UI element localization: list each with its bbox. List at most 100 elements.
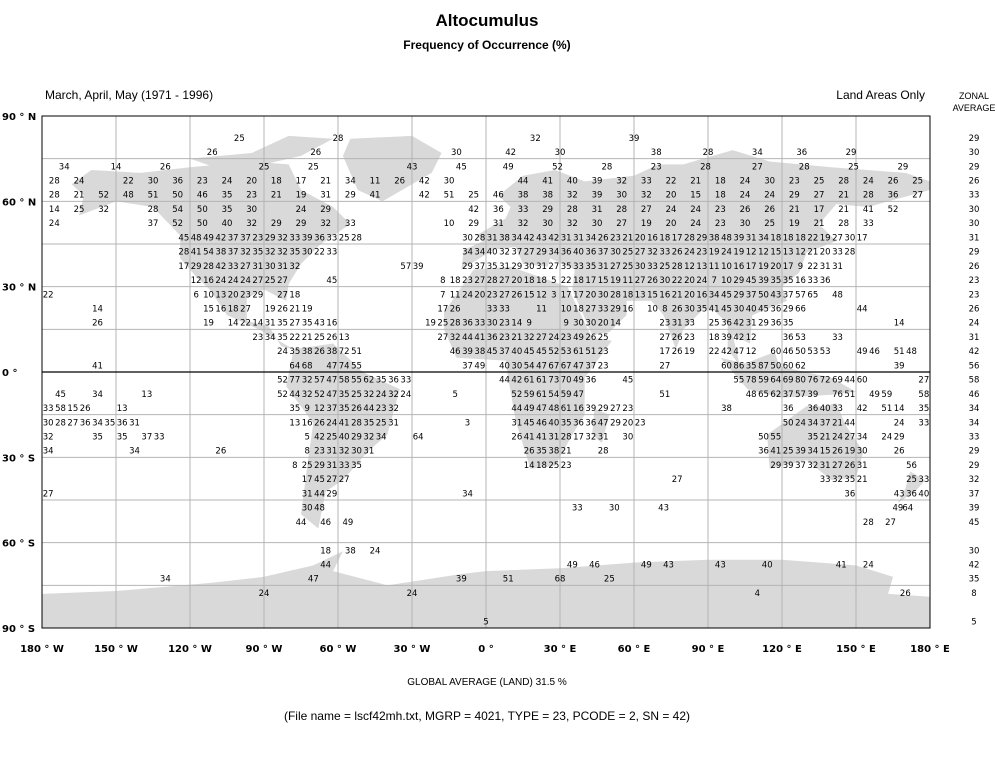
- cell-value: 70: [561, 376, 572, 386]
- cell-value: 27: [672, 475, 683, 485]
- cell-value: 49: [503, 162, 514, 172]
- cell-value: 39: [592, 177, 603, 187]
- cell-value: 32: [450, 333, 461, 343]
- cell-value: 20: [246, 177, 257, 187]
- cell-value: 57: [795, 390, 806, 400]
- cell-value: 87: [758, 361, 769, 371]
- cell-value: 34: [758, 233, 769, 243]
- cell-value: 11: [622, 276, 633, 286]
- cell-value: 36: [820, 276, 831, 286]
- cell-value: 45: [536, 347, 547, 357]
- zonal-average-value: 46: [969, 390, 980, 400]
- cell-value: 29: [789, 191, 800, 201]
- cell-value: 18: [622, 290, 633, 300]
- cell-value: 50: [783, 418, 794, 428]
- cell-value: 16: [326, 319, 337, 329]
- cell-value: 33: [228, 262, 239, 272]
- cell-value: 26: [277, 305, 288, 315]
- cell-value: 61: [524, 376, 535, 386]
- cell-value: 45: [758, 305, 769, 315]
- zonal-average-value: 37: [969, 489, 980, 499]
- cell-value: 23: [635, 418, 646, 428]
- cell-value: 30: [511, 361, 522, 371]
- cell-value: 73: [548, 376, 559, 386]
- cell-value: 45: [721, 305, 732, 315]
- cell-value: 17: [296, 177, 307, 187]
- cell-value: 38: [542, 191, 553, 201]
- cell-value: 50: [197, 219, 208, 229]
- cell-value: 34: [92, 418, 103, 428]
- cell-value: 18: [320, 546, 331, 556]
- cell-value: 25: [622, 248, 633, 258]
- cell-value: 39: [629, 134, 640, 144]
- cell-value: 68: [555, 575, 566, 585]
- cell-value: 36: [585, 376, 596, 386]
- cell-value: 25: [906, 475, 917, 485]
- cell-value: 29: [894, 433, 905, 443]
- cell-value: 28: [672, 262, 683, 272]
- cell-value: 28: [49, 177, 60, 187]
- cell-value: 27: [641, 205, 652, 215]
- cell-value: 34: [462, 489, 473, 499]
- cell-value: 26: [314, 347, 325, 357]
- cell-value: 21: [838, 191, 849, 201]
- cell-value: 29: [610, 418, 621, 428]
- cell-value: 28: [450, 319, 461, 329]
- cell-value: 21: [622, 233, 633, 243]
- cell-value: 26: [740, 205, 751, 215]
- cell-value: 51: [585, 347, 596, 357]
- cell-value: 20: [684, 276, 695, 286]
- cell-value: 33: [326, 248, 337, 258]
- cell-value: 30: [740, 219, 751, 229]
- cell-value: 43: [770, 290, 781, 300]
- cell-value: 25: [548, 461, 559, 471]
- cell-value: 24: [721, 248, 732, 258]
- zonal-averages: 2930292633303031292623232624314256584634…: [969, 134, 980, 628]
- cell-value: 23: [684, 333, 695, 343]
- cell-value: 23: [659, 319, 670, 329]
- cell-value: 24: [795, 418, 806, 428]
- cell-value: 21: [838, 205, 849, 215]
- cell-value: 31: [277, 262, 288, 272]
- cell-value: 25: [265, 276, 276, 286]
- cell-value: 19: [844, 447, 855, 457]
- cell-value: 13: [141, 390, 152, 400]
- cell-value: 21: [511, 333, 522, 343]
- cell-value: 32: [363, 433, 374, 443]
- cell-value: 34: [129, 447, 140, 457]
- cell-value: 52: [277, 390, 288, 400]
- cell-value: 35: [252, 248, 263, 258]
- cell-value: 36: [561, 248, 572, 258]
- cell-value: 29: [296, 219, 307, 229]
- zonal-average-value: 29: [969, 248, 980, 258]
- cell-value: 24: [296, 205, 307, 215]
- cell-value: 30: [265, 262, 276, 272]
- cell-value: 29: [897, 162, 908, 172]
- cell-value: 20: [635, 233, 646, 243]
- cell-value: 44: [296, 518, 307, 528]
- cell-value: 9: [304, 404, 309, 414]
- cell-value: 34: [265, 333, 276, 343]
- zonal-average-value: 29: [969, 162, 980, 172]
- cell-value: 29: [271, 219, 282, 229]
- cell-value: 25: [783, 447, 794, 457]
- cell-value: 28: [203, 262, 214, 272]
- cell-value: 24: [690, 219, 701, 229]
- cell-value: 5: [304, 433, 309, 443]
- zonal-average-value: 42: [969, 561, 980, 571]
- cell-value: 22: [709, 347, 720, 357]
- cell-value: 31: [857, 461, 868, 471]
- cell-value: 42: [524, 233, 535, 243]
- cell-value: 27: [635, 276, 646, 286]
- cell-value: 29: [468, 219, 479, 229]
- cell-value: 23: [610, 233, 621, 243]
- cell-value: 31: [598, 433, 609, 443]
- cell-value: 38: [215, 248, 226, 258]
- cell-value: 14: [92, 305, 103, 315]
- cell-value: 36: [487, 333, 498, 343]
- cell-value: 28: [148, 205, 159, 215]
- cell-value: 42: [314, 433, 325, 443]
- cell-value: 12: [746, 333, 757, 343]
- cell-value: 45: [746, 276, 757, 286]
- cell-value: 24: [684, 248, 695, 258]
